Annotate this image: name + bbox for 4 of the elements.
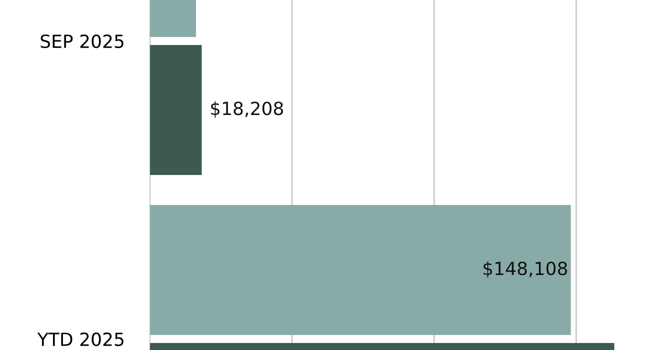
y-tick-label: YTD 2025 <box>37 332 124 346</box>
data-label: $148,108 <box>484 261 567 278</box>
y-tick-label: SEP 2025 <box>40 34 124 48</box>
data-label: $18,208 <box>211 101 283 118</box>
